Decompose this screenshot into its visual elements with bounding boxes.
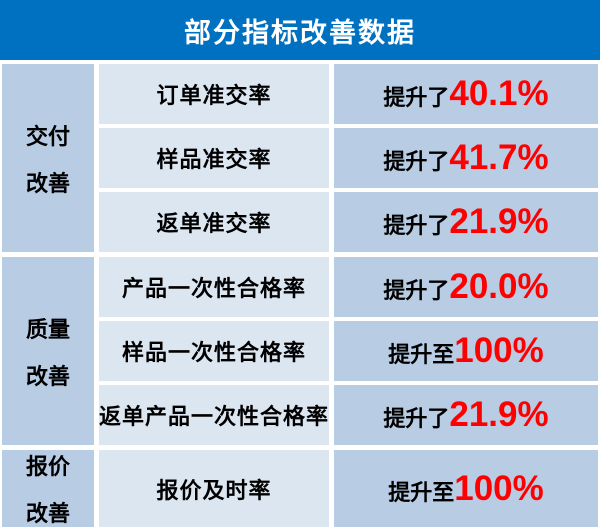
metric-label: 返单产品一次性合格率 [99,404,330,429]
group-quotation: 报价 改善 报价及时率 提升至 100% [2,450,598,527]
group-label-delivery: 交付 改善 [2,64,94,252]
value-number: 20.0% [449,267,549,306]
metric-cell: 返单准交率 [99,192,329,252]
value-cell: 提升了 20.0% [334,257,598,317]
group-quality: 质量 改善 产品一次性合格率 提升了 20.0% 样品一次性合格率 提升至 10… [2,257,598,445]
value-text: 提升了 20.0% [383,267,548,307]
metric-label: 报价及时率 [156,477,272,503]
metric-cell: 样品准交率 [99,128,329,188]
value-cell: 提升了 21.9% [334,385,598,445]
metric-cell: 报价及时率 [99,450,329,527]
metric-label: 产品一次性合格率 [121,276,306,301]
metric-label: 样品准交率 [156,147,272,172]
value-text: 提升了 21.9% [383,202,548,242]
value-text: 提升至 100% [388,469,544,509]
value-text: 提升了 41.7% [383,138,548,178]
group-delivery: 交付 改善 订单准交率 提升了 40.1% 样品准交率 提升了 41.7% [2,64,598,252]
value-prefix: 提升了 [383,149,450,174]
group-label-line: 改善 [25,363,70,389]
value-prefix: 提升了 [383,85,450,110]
group-label-line: 质量 [25,316,70,342]
metric-cell: 样品一次性合格率 [99,321,329,381]
value-number: 41.7% [449,138,549,177]
value-number: 100% [454,331,544,370]
metric-cell: 返单产品一次性合格率 [99,385,329,445]
title-banner: 部分指标改善数据 [0,0,600,60]
value-number: 21.9% [449,395,549,434]
value-text: 提升了 40.1% [383,74,548,114]
group-label-line: 交付 [25,123,70,149]
value-cell: 提升至 100% [334,450,598,527]
group-label-line: 改善 [25,501,70,526]
group-label-line: 报价 [25,454,70,479]
group-label-line: 改善 [25,170,70,196]
group-label-quotation: 报价 改善 [2,450,94,527]
value-prefix: 提升了 [383,213,450,238]
value-text: 提升了 21.9% [383,395,548,435]
metric-cell: 订单准交率 [99,64,329,124]
value-number: 40.1% [449,74,549,113]
value-number: 21.9% [449,202,549,241]
value-number: 100% [454,468,544,508]
metric-cell: 产品一次性合格率 [99,257,329,317]
metrics-table: 交付 改善 订单准交率 提升了 40.1% 样品准交率 提升了 41.7% [0,60,600,530]
metric-label: 返单准交率 [156,211,272,236]
page-title: 部分指标改善数据 [184,17,416,48]
value-cell: 提升了 41.7% [334,128,598,188]
value-cell: 提升至 100% [334,321,598,381]
metric-label: 订单准交率 [156,83,272,108]
value-cell: 提升了 40.1% [334,64,598,124]
value-prefix: 提升至 [388,479,455,505]
value-prefix: 提升了 [383,406,450,431]
value-prefix: 提升至 [388,342,455,367]
value-prefix: 提升了 [383,278,450,303]
value-text: 提升至 100% [388,331,544,371]
value-cell: 提升了 21.9% [334,192,598,252]
group-label-quality: 质量 改善 [2,257,94,445]
metric-label: 样品一次性合格率 [121,340,306,365]
